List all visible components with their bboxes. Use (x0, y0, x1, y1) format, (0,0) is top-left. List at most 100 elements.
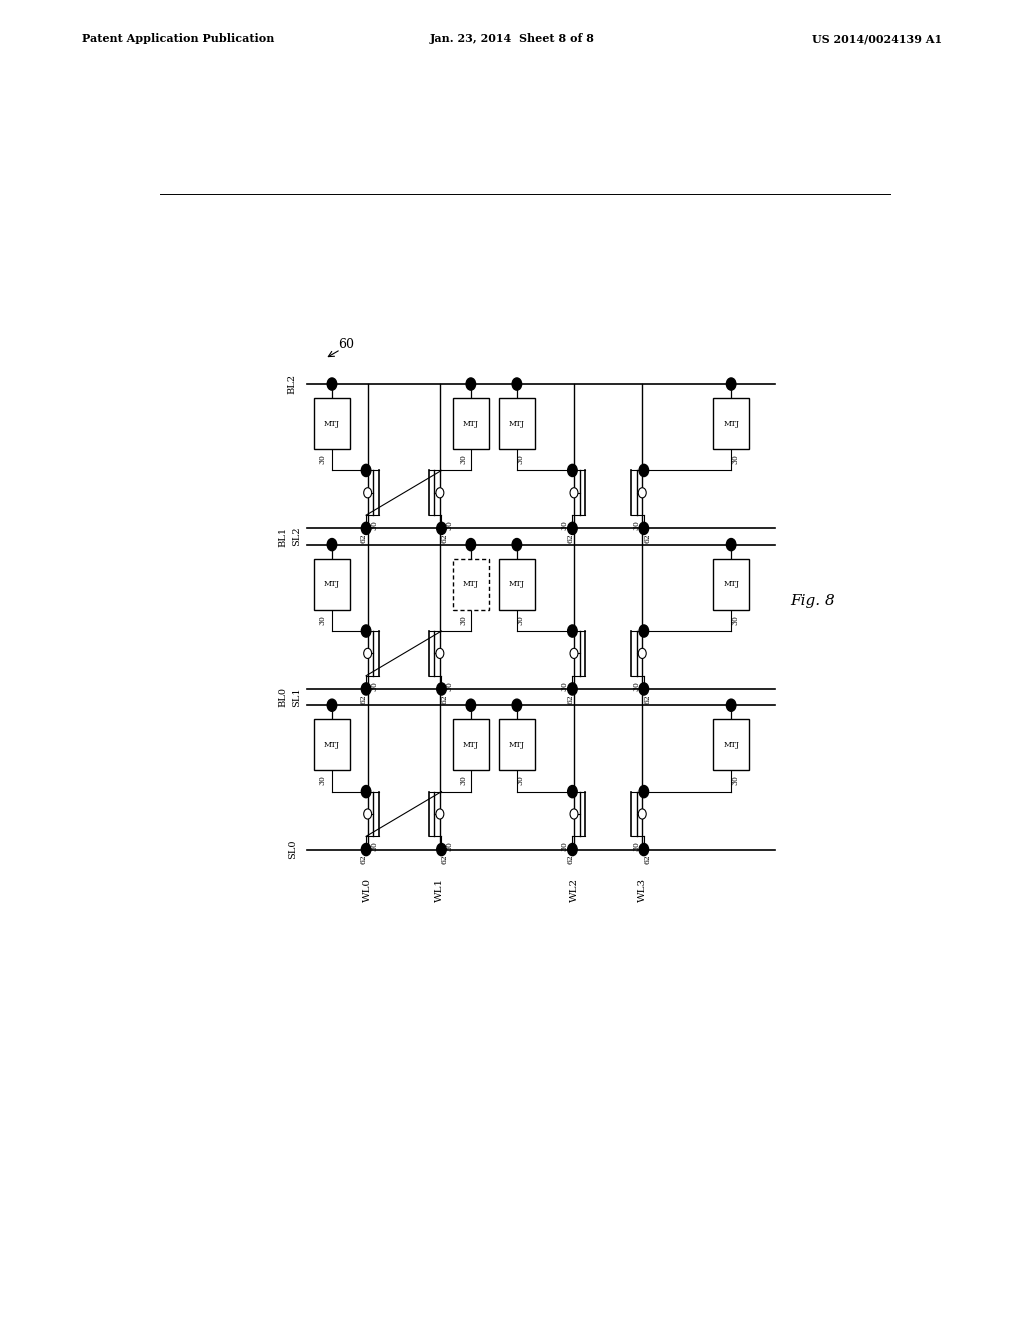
Text: 30: 30 (445, 520, 454, 531)
Bar (499, 399, 536, 449)
Circle shape (570, 487, 578, 498)
Bar (453, 719, 489, 771)
Text: 30: 30 (371, 520, 379, 531)
Text: 30: 30 (632, 841, 640, 851)
Text: 62: 62 (440, 854, 449, 865)
Text: WL0: WL0 (364, 878, 372, 902)
Text: MTJ: MTJ (509, 741, 525, 748)
Bar (453, 558, 489, 610)
Text: 62: 62 (440, 533, 449, 544)
Text: MTJ: MTJ (723, 581, 739, 589)
Circle shape (364, 809, 372, 818)
Text: Jan. 23, 2014  Sheet 8 of 8: Jan. 23, 2014 Sheet 8 of 8 (429, 33, 595, 44)
Text: US 2014/0024139 A1: US 2014/0024139 A1 (812, 33, 942, 44)
Text: Fig. 8: Fig. 8 (791, 594, 836, 607)
Circle shape (726, 378, 736, 391)
Bar (713, 399, 750, 449)
Circle shape (436, 809, 443, 818)
Circle shape (639, 785, 648, 797)
Text: WL1: WL1 (435, 878, 444, 902)
Text: 30: 30 (459, 615, 467, 624)
Text: MTJ: MTJ (324, 741, 340, 748)
Text: 60: 60 (338, 338, 354, 351)
Text: 30: 30 (560, 681, 568, 690)
Text: 30: 30 (459, 454, 467, 465)
Circle shape (436, 648, 443, 659)
Circle shape (361, 843, 371, 855)
Text: 30: 30 (318, 775, 327, 785)
Text: 30: 30 (560, 520, 568, 531)
Text: MTJ: MTJ (463, 420, 479, 428)
Text: BL1: BL1 (279, 527, 288, 546)
Circle shape (726, 700, 736, 711)
Text: MTJ: MTJ (509, 420, 525, 428)
Text: 30: 30 (318, 454, 327, 465)
Circle shape (638, 487, 646, 498)
Text: SL2: SL2 (292, 527, 301, 546)
Circle shape (639, 523, 648, 535)
Bar (313, 558, 350, 610)
Text: 62: 62 (359, 854, 368, 865)
Circle shape (567, 843, 578, 855)
Circle shape (328, 378, 337, 391)
Circle shape (639, 624, 648, 638)
Text: 30: 30 (632, 520, 640, 531)
Text: 30: 30 (517, 775, 525, 785)
Text: 30: 30 (445, 681, 454, 690)
Bar (499, 558, 536, 610)
Circle shape (436, 523, 446, 535)
Circle shape (364, 648, 372, 659)
Text: 30: 30 (459, 775, 467, 785)
Circle shape (466, 539, 475, 550)
Text: 30: 30 (318, 615, 327, 624)
Circle shape (328, 700, 337, 711)
Text: 30: 30 (731, 775, 739, 785)
Text: 30: 30 (731, 454, 739, 465)
Circle shape (436, 682, 446, 696)
Circle shape (361, 465, 371, 477)
Circle shape (466, 700, 475, 711)
Bar (499, 719, 536, 771)
Text: BL0: BL0 (279, 688, 288, 708)
Bar (313, 719, 350, 771)
Circle shape (436, 487, 443, 498)
Text: 62: 62 (440, 694, 449, 704)
Text: MTJ: MTJ (509, 581, 525, 589)
Text: 30: 30 (517, 615, 525, 624)
Text: 30: 30 (560, 841, 568, 851)
Circle shape (639, 465, 648, 477)
Text: MTJ: MTJ (463, 581, 479, 589)
Circle shape (567, 465, 578, 477)
Circle shape (361, 785, 371, 797)
Circle shape (570, 648, 578, 659)
Bar (453, 399, 489, 449)
Text: MTJ: MTJ (723, 420, 739, 428)
Circle shape (639, 682, 648, 696)
Text: WL3: WL3 (638, 878, 647, 902)
Bar (713, 719, 750, 771)
Circle shape (512, 378, 521, 391)
Text: 62: 62 (566, 533, 574, 544)
Circle shape (512, 700, 521, 711)
Text: 62: 62 (566, 854, 574, 865)
Text: WL2: WL2 (569, 878, 579, 902)
Text: 62: 62 (643, 694, 651, 704)
Text: MTJ: MTJ (723, 741, 739, 748)
Circle shape (570, 809, 578, 818)
Text: 30: 30 (445, 841, 454, 851)
Text: 30: 30 (731, 615, 739, 624)
Circle shape (361, 523, 371, 535)
Circle shape (639, 843, 648, 855)
Text: SL1: SL1 (292, 688, 301, 708)
Text: 62: 62 (643, 854, 651, 865)
Circle shape (567, 523, 578, 535)
Text: Patent Application Publication: Patent Application Publication (82, 33, 274, 44)
Text: 30: 30 (632, 681, 640, 690)
Circle shape (567, 785, 578, 797)
Circle shape (567, 682, 578, 696)
Circle shape (361, 624, 371, 638)
Circle shape (328, 539, 337, 550)
Text: MTJ: MTJ (324, 420, 340, 428)
Circle shape (436, 843, 446, 855)
Text: SL0: SL0 (288, 840, 297, 859)
